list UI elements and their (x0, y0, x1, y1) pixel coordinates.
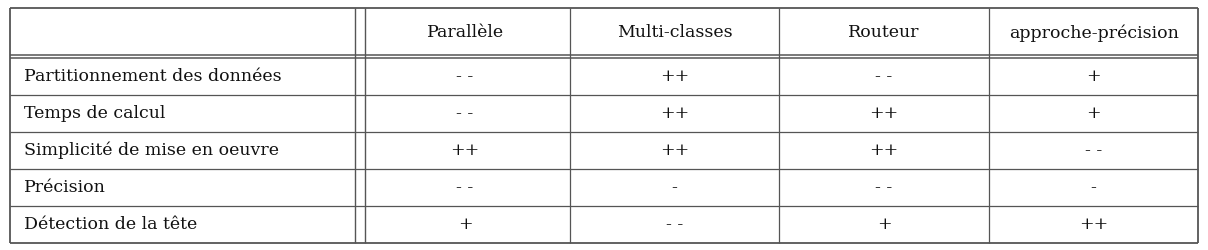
Text: - -: - - (876, 68, 893, 85)
Text: approche-précision: approche-précision (1009, 24, 1179, 42)
Text: Temps de calcul: Temps de calcul (24, 105, 165, 122)
Text: ++: ++ (451, 142, 480, 159)
Text: - -: - - (876, 179, 893, 196)
Text: +: + (877, 216, 892, 232)
Text: Détection de la tête: Détection de la tête (24, 216, 197, 232)
Text: - -: - - (457, 179, 474, 196)
Text: +: + (1086, 105, 1100, 122)
Text: ++: ++ (660, 105, 690, 122)
Text: -: - (1091, 179, 1097, 196)
Text: Partitionnement des données: Partitionnement des données (24, 68, 281, 85)
Text: Multi-classes: Multi-classes (617, 24, 732, 41)
Text: Précision: Précision (24, 179, 106, 196)
Text: ++: ++ (660, 142, 690, 159)
Text: ++: ++ (1079, 216, 1108, 232)
Text: ++: ++ (660, 68, 690, 85)
Text: Routeur: Routeur (848, 24, 919, 41)
Text: - -: - - (1085, 142, 1102, 159)
Text: ++: ++ (870, 142, 899, 159)
Text: +: + (458, 216, 472, 232)
Text: ++: ++ (870, 105, 899, 122)
Text: Simplicité de mise en oeuvre: Simplicité de mise en oeuvre (24, 142, 279, 159)
Text: +: + (1086, 68, 1100, 85)
Text: -: - (672, 179, 678, 196)
Text: - -: - - (457, 105, 474, 122)
Text: Parallèle: Parallèle (426, 24, 504, 41)
Text: - -: - - (457, 68, 474, 85)
Text: - -: - - (666, 216, 684, 232)
